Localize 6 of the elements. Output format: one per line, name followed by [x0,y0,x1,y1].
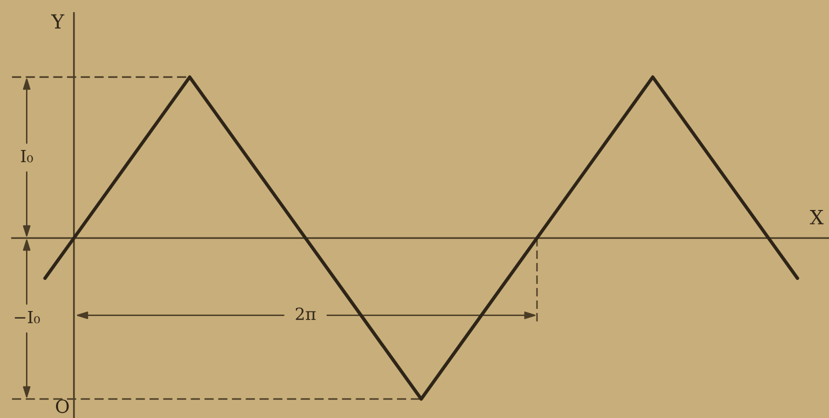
y-axis-title: Y [51,14,64,28]
text: O [56,399,69,414]
x-axis-title: X [810,210,824,224]
annotation: 2π [296,308,316,320]
ref-line-label: I₀ [20,150,33,162]
legend-label: −I₀ [14,310,40,324]
